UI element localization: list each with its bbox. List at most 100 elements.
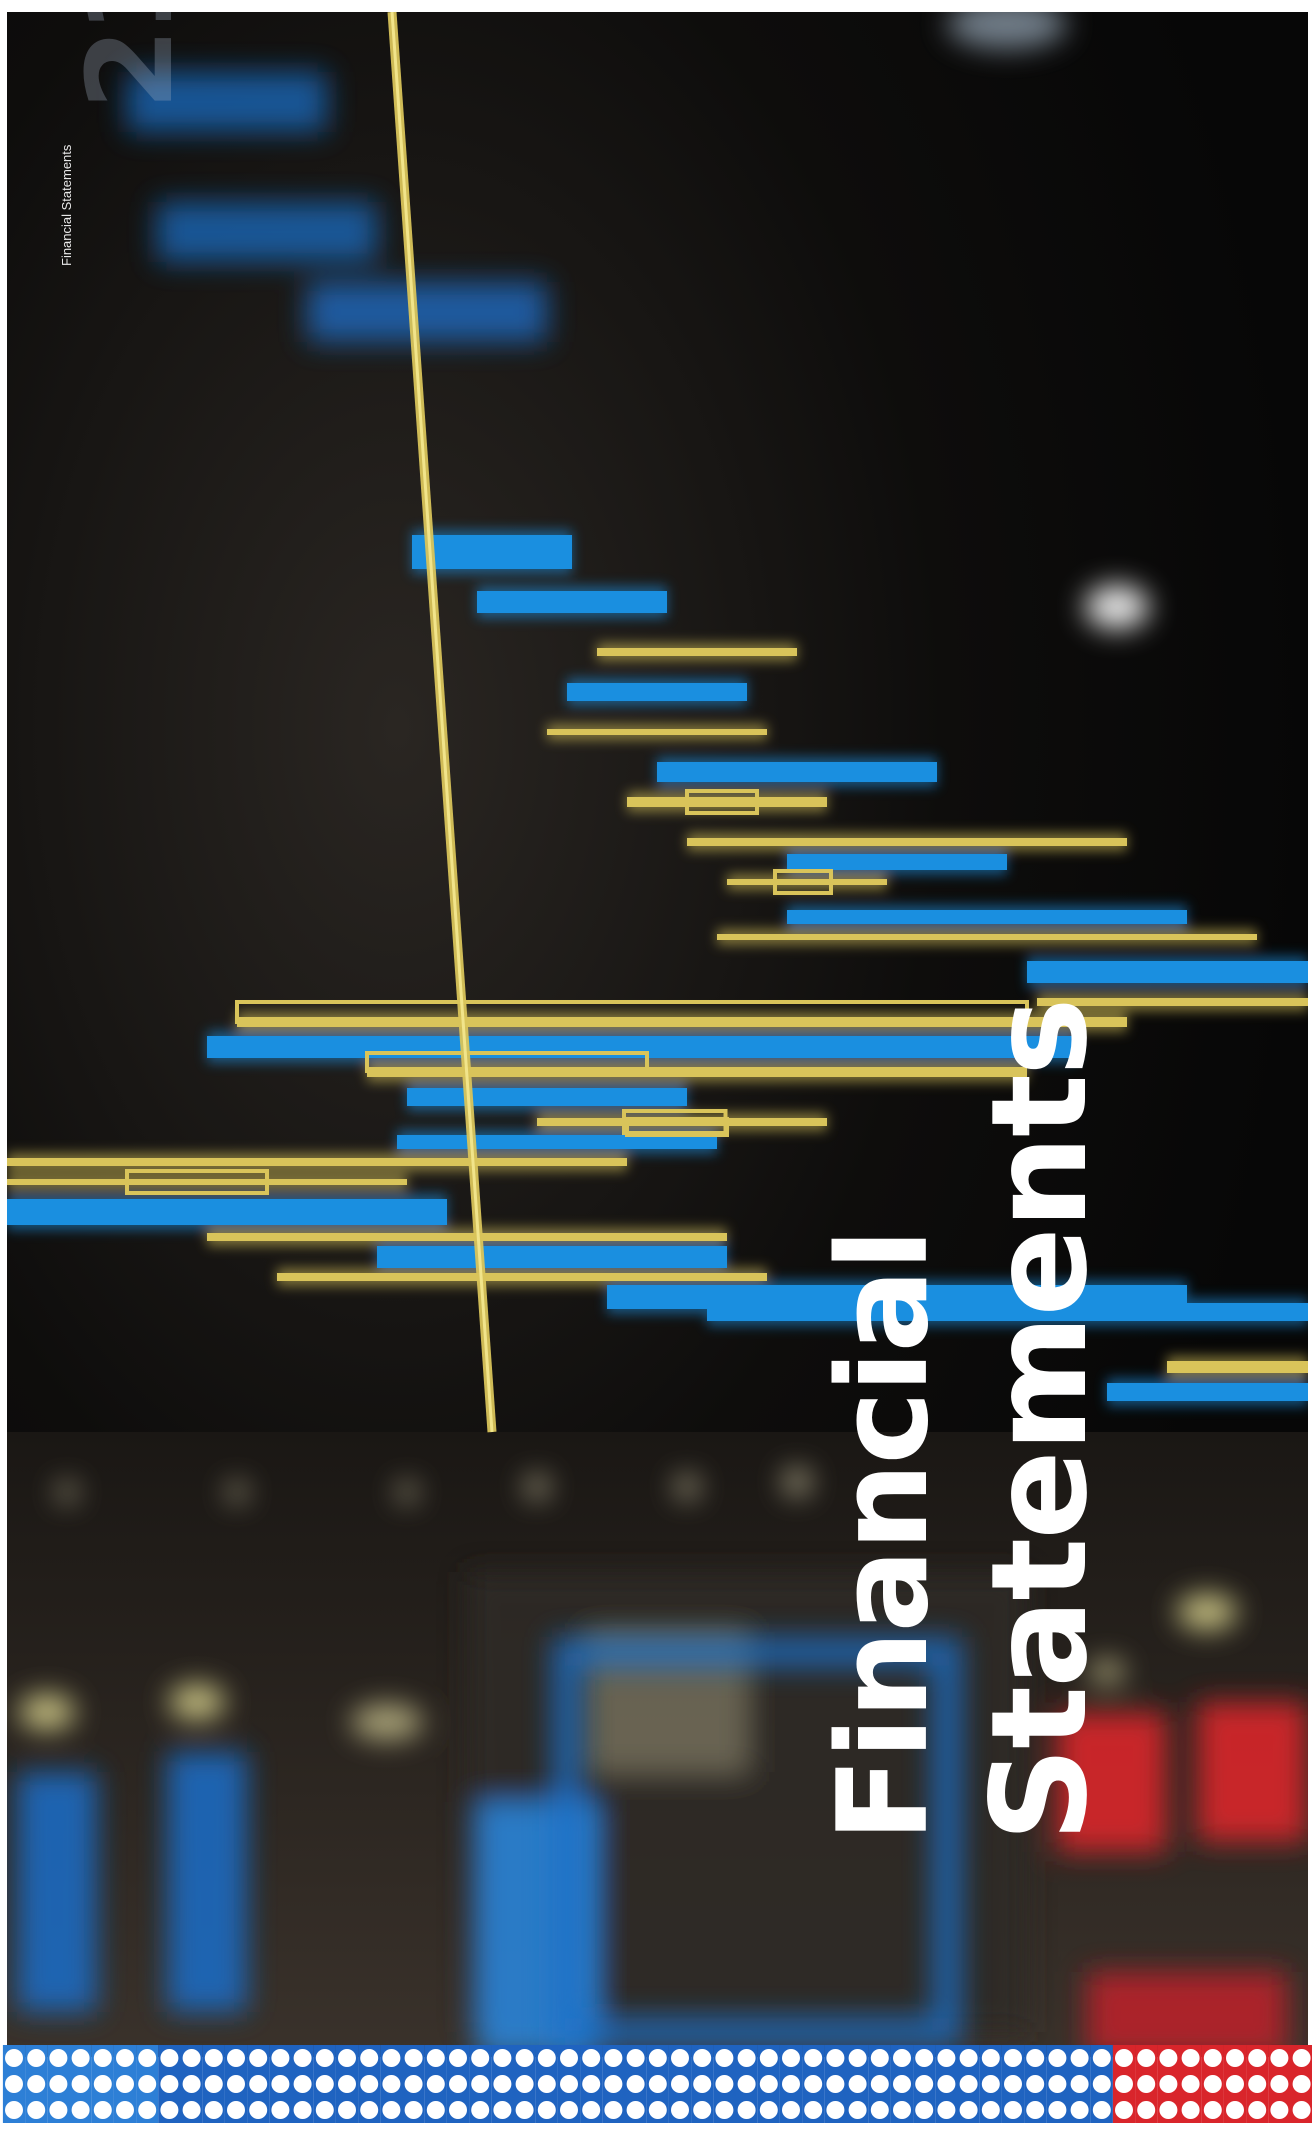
pattern-dot xyxy=(1137,2101,1156,2119)
pattern-dot xyxy=(204,2049,223,2067)
pattern-dot xyxy=(5,2049,23,2067)
candlestick-bar xyxy=(627,797,827,807)
candlestick-bar xyxy=(717,934,1257,940)
pattern-dot xyxy=(227,2049,245,2067)
pattern-dot xyxy=(1115,2049,1133,2067)
pattern-dot xyxy=(671,2049,689,2067)
pattern-dot xyxy=(893,2049,911,2067)
pattern-dot xyxy=(116,2049,134,2067)
candlestick-body xyxy=(125,1169,269,1195)
pattern-dot xyxy=(1203,2101,1222,2119)
pattern-dot xyxy=(160,2049,179,2067)
pattern-dot xyxy=(515,2101,534,2119)
pattern-dot xyxy=(182,2049,201,2067)
photo-illustration xyxy=(7,12,1308,2057)
pattern-dot xyxy=(1092,2101,1111,2119)
pattern-dot xyxy=(715,2075,734,2093)
pattern-dot xyxy=(1137,2075,1156,2093)
pattern-dot xyxy=(426,2075,445,2093)
pattern-dot xyxy=(1292,2075,1311,2093)
pattern-dot xyxy=(404,2101,423,2119)
pattern-dot xyxy=(893,2075,911,2093)
pattern-dot xyxy=(693,2049,712,2067)
pattern-dot xyxy=(1248,2075,1267,2093)
pattern-dot xyxy=(981,2075,1000,2093)
pattern-dot xyxy=(1004,2101,1022,2119)
pattern-dot xyxy=(315,2049,334,2067)
pattern-dot xyxy=(1181,2049,1200,2067)
pattern-dot xyxy=(848,2049,867,2067)
candlestick-bar xyxy=(597,648,797,656)
pattern-dot xyxy=(537,2049,556,2067)
pattern-dot xyxy=(5,2101,23,2119)
section-label: Financial Statements xyxy=(59,144,74,266)
pattern-dot xyxy=(560,2101,578,2119)
pattern-dot xyxy=(382,2075,401,2093)
pattern-dot xyxy=(582,2101,601,2119)
pattern-dot xyxy=(1026,2049,1045,2067)
candlestick-bar xyxy=(537,1118,827,1126)
pattern-dot xyxy=(315,2101,334,2119)
pattern-dot xyxy=(671,2075,689,2093)
candlestick-body xyxy=(365,1051,649,1073)
pattern-dot xyxy=(382,2049,401,2067)
pattern-dot xyxy=(1048,2075,1067,2093)
pattern-dot xyxy=(1115,2075,1133,2093)
pattern-dot xyxy=(1159,2101,1178,2119)
pattern-dot xyxy=(116,2101,134,2119)
pattern-dot xyxy=(493,2049,512,2067)
pattern-dot xyxy=(537,2075,556,2093)
pattern-dot xyxy=(1203,2075,1222,2093)
pattern-dot xyxy=(648,2075,667,2093)
candlestick-bar xyxy=(657,762,937,782)
pattern-dot xyxy=(870,2049,889,2067)
pattern-dot xyxy=(93,2101,112,2119)
pattern-dot xyxy=(959,2075,978,2093)
pattern-dot xyxy=(804,2075,823,2093)
candlestick-bar xyxy=(1167,1361,1308,1373)
pattern-dot xyxy=(1092,2075,1111,2093)
pattern-dot xyxy=(227,2075,245,2093)
pattern-dot xyxy=(116,2075,134,2093)
pattern-dot xyxy=(826,2101,845,2119)
pattern-dot xyxy=(915,2075,934,2093)
pattern-dot xyxy=(1159,2075,1178,2093)
pattern-dot xyxy=(782,2075,800,2093)
pattern-dot xyxy=(1226,2101,1244,2119)
pattern-dot xyxy=(915,2101,934,2119)
pattern-dot xyxy=(204,2101,223,2119)
pattern-dot xyxy=(338,2101,356,2119)
pattern-dot xyxy=(759,2101,778,2119)
pattern-dot xyxy=(560,2075,578,2093)
pattern-dot xyxy=(493,2075,512,2093)
pattern-dot xyxy=(204,2075,223,2093)
pattern-dot xyxy=(782,2101,800,2119)
pattern-dot xyxy=(249,2075,268,2093)
pattern-dot xyxy=(560,2049,578,2067)
pattern-dot xyxy=(1248,2101,1267,2119)
pattern-dot xyxy=(1270,2101,1289,2119)
pattern-dot xyxy=(693,2101,712,2119)
pattern-dot xyxy=(449,2101,467,2119)
candlestick-bar xyxy=(207,1233,727,1241)
pattern-dot xyxy=(870,2101,889,2119)
pattern-dot xyxy=(915,2049,934,2067)
pattern-dot xyxy=(582,2075,601,2093)
pattern-dot xyxy=(1270,2049,1289,2067)
pattern-dot xyxy=(737,2075,756,2093)
pattern-dot xyxy=(360,2049,379,2067)
pattern-dot xyxy=(671,2101,689,2119)
candlestick-bar xyxy=(1107,1383,1308,1401)
pattern-dot xyxy=(93,2075,112,2093)
page-title: Financial Statements xyxy=(812,999,1117,1842)
pattern-dot xyxy=(1026,2075,1045,2093)
pattern-dot xyxy=(1115,2101,1133,2119)
pattern-dot xyxy=(338,2075,356,2093)
pattern-dot xyxy=(49,2101,68,2119)
pattern-dot xyxy=(249,2049,268,2067)
candlestick-bar xyxy=(377,1246,727,1268)
pattern-dot xyxy=(71,2075,90,2093)
pattern-dot xyxy=(360,2101,379,2119)
pattern-dot xyxy=(804,2101,823,2119)
